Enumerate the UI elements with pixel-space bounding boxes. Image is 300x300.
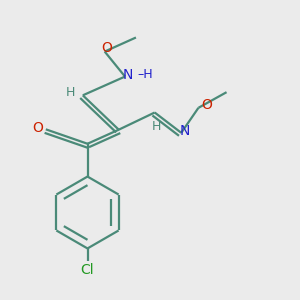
Text: O: O: [101, 41, 112, 56]
Text: N: N: [123, 68, 133, 82]
Text: N: N: [179, 124, 190, 138]
Text: H: H: [152, 120, 161, 133]
Text: H: H: [66, 86, 75, 99]
Text: Cl: Cl: [81, 263, 94, 277]
Text: O: O: [201, 98, 212, 112]
Text: –H: –H: [137, 68, 153, 82]
Text: O: O: [32, 121, 43, 135]
